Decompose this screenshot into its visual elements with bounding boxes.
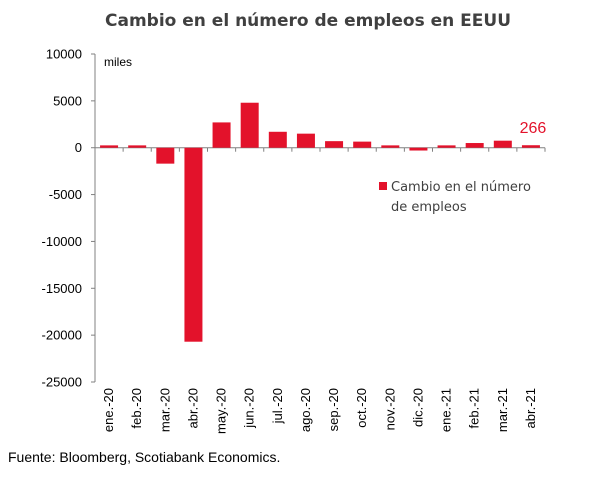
legend-swatch [379,182,387,190]
x-axis-labels: ene.-20 feb.-20 mar.-20 abr.-20 may.-20 jun.-… [101,388,538,434]
x-tick-label: ago.-20 [298,388,313,432]
y-unit-label: miles [104,55,132,69]
bar-dic.-20 [409,147,428,151]
bar-jun.-20 [240,102,259,148]
x-tick-label: ene.-21 [439,388,454,432]
bar-sep.-20 [325,141,344,148]
bar-nov.-20 [381,145,400,148]
bar-ago.-20 [296,133,315,148]
y-tick-label: 10000 [46,47,82,62]
legend-label-line1: Cambio en el número [391,180,531,195]
y-tick-label: -15000 [42,281,82,296]
x-tick-label: jun.-20 [242,388,257,429]
bar-may.-20 [212,122,231,148]
value-annotation: 266 [520,120,547,137]
chart-title: Cambio en el número de empleos en EEUU [105,11,511,31]
x-tick-label: nov.-20 [382,388,397,430]
x-tick-label: mar.-20 [157,388,172,432]
legend-label-line2: de empleos [391,200,467,215]
x-tick-label: feb.-21 [467,388,482,428]
x-tick-label: jul.-20 [270,388,285,424]
bar-oct.-20 [353,141,372,148]
x-tick-label: ene.-20 [101,388,116,432]
x-tick-label: may.-20 [214,388,229,434]
x-tick-label: mar.-21 [495,388,510,432]
x-tick-label: oct.-20 [354,388,369,428]
bar-mar.-21 [493,140,512,148]
x-tick-label: abr.-21 [523,388,538,428]
x-tick-label: abr.-20 [185,388,200,428]
y-tick-label: -10000 [42,234,82,249]
bar-abr.-20 [184,147,203,342]
bar-abr.-21 [521,145,540,148]
bar-jul.-20 [268,131,287,148]
y-axis-ticks: 10000 5000 0 -5000 -10000 -15000 -20000 -25000 [42,47,95,390]
bar-ene.-20 [100,145,119,148]
x-tick-label: sep.-20 [326,388,341,431]
bars-group [100,102,540,342]
y-tick-label: -5000 [49,187,82,202]
x-tick-label: feb.-20 [129,388,144,428]
bar-mar.-20 [156,147,175,164]
x-tick-label: dic.-20 [410,388,425,427]
y-tick-label: -20000 [42,328,82,343]
x-axis-ticks [94,147,546,152]
y-tick-label: -25000 [42,375,82,390]
source-note: Fuente: Bloomberg, Scotiabank Economics. [8,449,280,465]
bar-ene.-21 [437,145,456,148]
y-tick-label: 5000 [53,93,82,108]
bar-feb.-20 [128,145,147,148]
y-tick-label: 0 [75,140,82,155]
bar-feb.-21 [465,143,484,148]
